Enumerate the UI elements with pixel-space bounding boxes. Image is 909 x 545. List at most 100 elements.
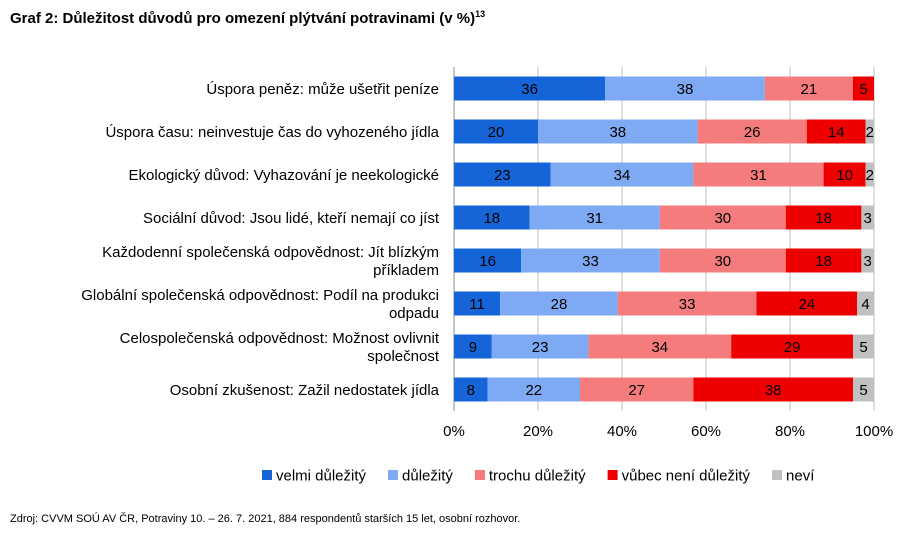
data-label: 18 xyxy=(815,253,832,270)
data-label: 33 xyxy=(679,296,696,313)
bar-segment xyxy=(865,119,874,144)
legend-swatch xyxy=(772,470,783,480)
bar-segment xyxy=(454,119,538,144)
legend-swatch xyxy=(474,470,485,480)
data-label: 22 xyxy=(525,382,542,399)
data-label: 29 xyxy=(784,339,801,356)
category-label: Úspora peněz: může ušetřit peníze xyxy=(206,81,439,98)
legend-label: vůbec není důležitý xyxy=(622,468,751,485)
data-label: 16 xyxy=(479,253,496,270)
bar-segment xyxy=(605,76,765,101)
legend-swatch xyxy=(262,470,272,480)
source-note: Zdroj: CVVM SOÚ AV ČR, Potraviny 10. – 2… xyxy=(10,513,521,525)
bar-segment xyxy=(491,334,589,359)
data-label: 8 xyxy=(467,382,475,399)
data-label: 20 xyxy=(488,124,505,141)
bar-segment xyxy=(659,248,786,273)
bar-segment xyxy=(865,162,874,187)
legend-label: důležitý xyxy=(402,468,453,485)
bar-segment xyxy=(538,119,698,144)
bar-segment xyxy=(823,162,866,187)
bar-segment xyxy=(731,334,853,359)
bar-segment xyxy=(693,377,853,402)
chart-title: Graf 2: Důležitost důvodů pro omezení pl… xyxy=(10,9,485,27)
data-label: 27 xyxy=(628,382,645,399)
chart-title-text: Graf 2: Důležitost důvodů pro omezení pl… xyxy=(10,10,476,27)
data-label: 2 xyxy=(866,167,874,184)
x-tick-label: 60% xyxy=(691,423,721,440)
data-label: 38 xyxy=(609,124,626,141)
x-tick-label: 100% xyxy=(855,423,893,440)
data-label: 33 xyxy=(582,253,599,270)
category-label: Každodenní společenská odpovědnost: Jít … xyxy=(102,244,439,261)
x-tick-label: 0% xyxy=(443,423,465,440)
bar-segment xyxy=(454,162,551,187)
category-labels: Úspora peněz: může ušetřit peníze Úspora … xyxy=(81,81,440,399)
legend-swatch xyxy=(607,470,618,480)
category-label: Osobní zkušenost: Zažil nedostatek jídla xyxy=(170,382,440,399)
data-label: 10 xyxy=(836,167,853,184)
category-label: společnost xyxy=(367,348,440,365)
bar-segment xyxy=(764,76,853,101)
bar-segment xyxy=(454,76,606,101)
legend: velmi důležitý důležitý trochu důležitý vůb… xyxy=(262,468,815,485)
bars: 36 38 21 520 38 26 14 223 34 31 10 218 31 30 18 316 33 30… xyxy=(454,76,874,402)
bar-segment xyxy=(785,248,862,273)
data-label: 31 xyxy=(750,167,767,184)
bar-segment xyxy=(617,291,757,316)
legend-swatch xyxy=(388,470,399,480)
bar-segment xyxy=(853,76,874,101)
data-label: 3 xyxy=(864,210,872,227)
data-label: 38 xyxy=(677,81,694,98)
data-label: 30 xyxy=(714,210,731,227)
category-label: Celospolečenská odpovědnost: Možnost ovl… xyxy=(120,330,440,347)
bar-segment xyxy=(529,205,660,230)
data-label: 18 xyxy=(815,210,832,227)
bar-segment xyxy=(580,377,694,402)
data-label: 5 xyxy=(859,339,867,356)
category-label: Úspora času: neinvestuje čas do vyhozené… xyxy=(105,124,439,141)
bar-segment xyxy=(454,334,492,359)
legend-label: velmi důležitý xyxy=(276,468,367,485)
data-label: 5 xyxy=(859,81,867,98)
bar-segment xyxy=(500,291,618,316)
data-label: 23 xyxy=(494,167,511,184)
bar-segment xyxy=(853,377,874,402)
data-label: 38 xyxy=(765,382,782,399)
bar-segment xyxy=(756,291,858,316)
data-label: 21 xyxy=(801,81,818,98)
category-label: Globální společenská odpovědnost: Podíl … xyxy=(81,287,439,304)
bar-segment xyxy=(659,205,786,230)
category-label: příkladem xyxy=(373,262,439,279)
bar-segment xyxy=(697,119,807,144)
bar-segment xyxy=(454,205,530,230)
data-label: 18 xyxy=(483,210,500,227)
category-label: Sociální důvod: Jsou lidé, kteří nemají … xyxy=(143,210,440,227)
bar-segment xyxy=(454,291,501,316)
category-label: odpadu xyxy=(389,305,439,322)
bar-segment xyxy=(454,377,488,402)
x-tick-label: 40% xyxy=(607,423,637,440)
bar-segment xyxy=(853,334,874,359)
x-axis-ticks: 0% 20% 40% 60% 80% 100% xyxy=(443,423,893,440)
data-label: 28 xyxy=(551,296,568,313)
data-label: 5 xyxy=(859,382,867,399)
title-footnote: 13 xyxy=(475,9,486,19)
bar-segment xyxy=(785,205,862,230)
data-label: 31 xyxy=(586,210,603,227)
data-label: 11 xyxy=(469,296,485,313)
gridlines xyxy=(453,67,875,411)
data-label: 23 xyxy=(532,339,549,356)
data-label: 36 xyxy=(521,81,538,98)
data-label: 3 xyxy=(864,253,872,270)
data-label: 9 xyxy=(469,339,477,356)
bar-segment xyxy=(861,205,874,230)
legend-label: trochu důležitý xyxy=(489,468,586,485)
x-tick-label: 80% xyxy=(775,423,805,440)
data-label: 14 xyxy=(828,124,845,141)
data-label: 4 xyxy=(861,296,869,313)
bar-segment xyxy=(693,162,824,187)
bar-segment xyxy=(550,162,694,187)
bar-segment xyxy=(588,334,732,359)
